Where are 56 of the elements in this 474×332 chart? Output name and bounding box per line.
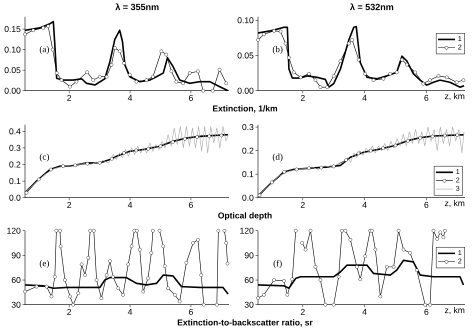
y-tick-label: 60 xyxy=(244,277,254,284)
x-tick-label: 2 xyxy=(300,95,305,101)
x-tick-label: 2 xyxy=(300,309,305,315)
y-tick-label: 0.0 xyxy=(9,194,20,201)
x-tick-label: 2 xyxy=(67,309,72,315)
y-tick-label: 90 xyxy=(12,252,20,259)
x-tick-label: 4 xyxy=(362,95,367,101)
x-tick-label: 6 xyxy=(189,202,193,208)
x-tick-label: 4 xyxy=(362,202,367,208)
x-tick-label: 4 xyxy=(362,309,367,315)
y-tick-label: 0.05 xyxy=(238,52,254,59)
x-tick-label: 6 xyxy=(189,95,193,102)
chart-title: λ = 355nm xyxy=(115,3,159,10)
x-tick-label: 2 xyxy=(67,95,72,101)
y-tick-label: 0.3 xyxy=(9,145,20,152)
x-axis-title: z, km xyxy=(444,307,464,314)
y-tick-label: 120 xyxy=(240,228,254,234)
y-tick-label: 0.05 xyxy=(4,67,20,74)
text: Extinction-to-backscatter ratio, sr xyxy=(178,319,313,327)
text: Extinction, 1/km xyxy=(212,105,278,113)
annotation: (d) xyxy=(272,154,283,162)
x-axis-title: z, km xyxy=(444,93,464,100)
annotation: (a) xyxy=(40,46,49,54)
annotation: (b) xyxy=(272,46,283,54)
y-tick-label: 0.1 xyxy=(9,178,20,184)
y-tick-label: 90 xyxy=(244,252,254,259)
y-tick-label: 0.3 xyxy=(242,124,254,130)
y-tick-label: 0.1 xyxy=(242,171,254,178)
x-tick-label: 6 xyxy=(424,309,428,316)
y-tick-label: 0.00 xyxy=(238,88,254,94)
x-tick-label: 4 xyxy=(128,309,132,315)
annotation: (e) xyxy=(40,260,49,268)
x-tick-label: 2 xyxy=(67,202,72,208)
y-tick-label: 0.2 xyxy=(242,148,254,154)
y-tick-label: 0.0 xyxy=(242,194,254,201)
y-tick-label: 0.4 xyxy=(9,128,21,134)
x-tick-label: 6 xyxy=(424,95,428,102)
chart-title: λ = 532nm xyxy=(350,3,394,10)
annotation: (f) xyxy=(274,260,282,268)
y-tick-label: 0.10 xyxy=(238,17,254,24)
y-tick-label: 120 xyxy=(7,228,20,234)
y-tick-label: 30 xyxy=(12,302,20,308)
x-tick-label: 4 xyxy=(128,202,132,208)
y-tick-label: 0.15 xyxy=(4,26,20,32)
x-tick-label: 4 xyxy=(128,95,132,101)
y-tick-label: 60 xyxy=(12,277,20,284)
x-tick-label: 6 xyxy=(424,202,428,208)
annotation: (c) xyxy=(40,154,49,162)
y-tick-label: 0.00 xyxy=(4,88,20,94)
y-tick-label: 0.2 xyxy=(9,162,20,168)
x-axis-title: z, km xyxy=(444,200,464,208)
y-tick-label: 30 xyxy=(244,302,254,308)
text: Optical depth xyxy=(218,212,272,220)
x-tick-label: 6 xyxy=(189,309,193,316)
x-tick-label: 2 xyxy=(300,202,305,208)
y-tick-label: 0.10 xyxy=(4,46,20,53)
